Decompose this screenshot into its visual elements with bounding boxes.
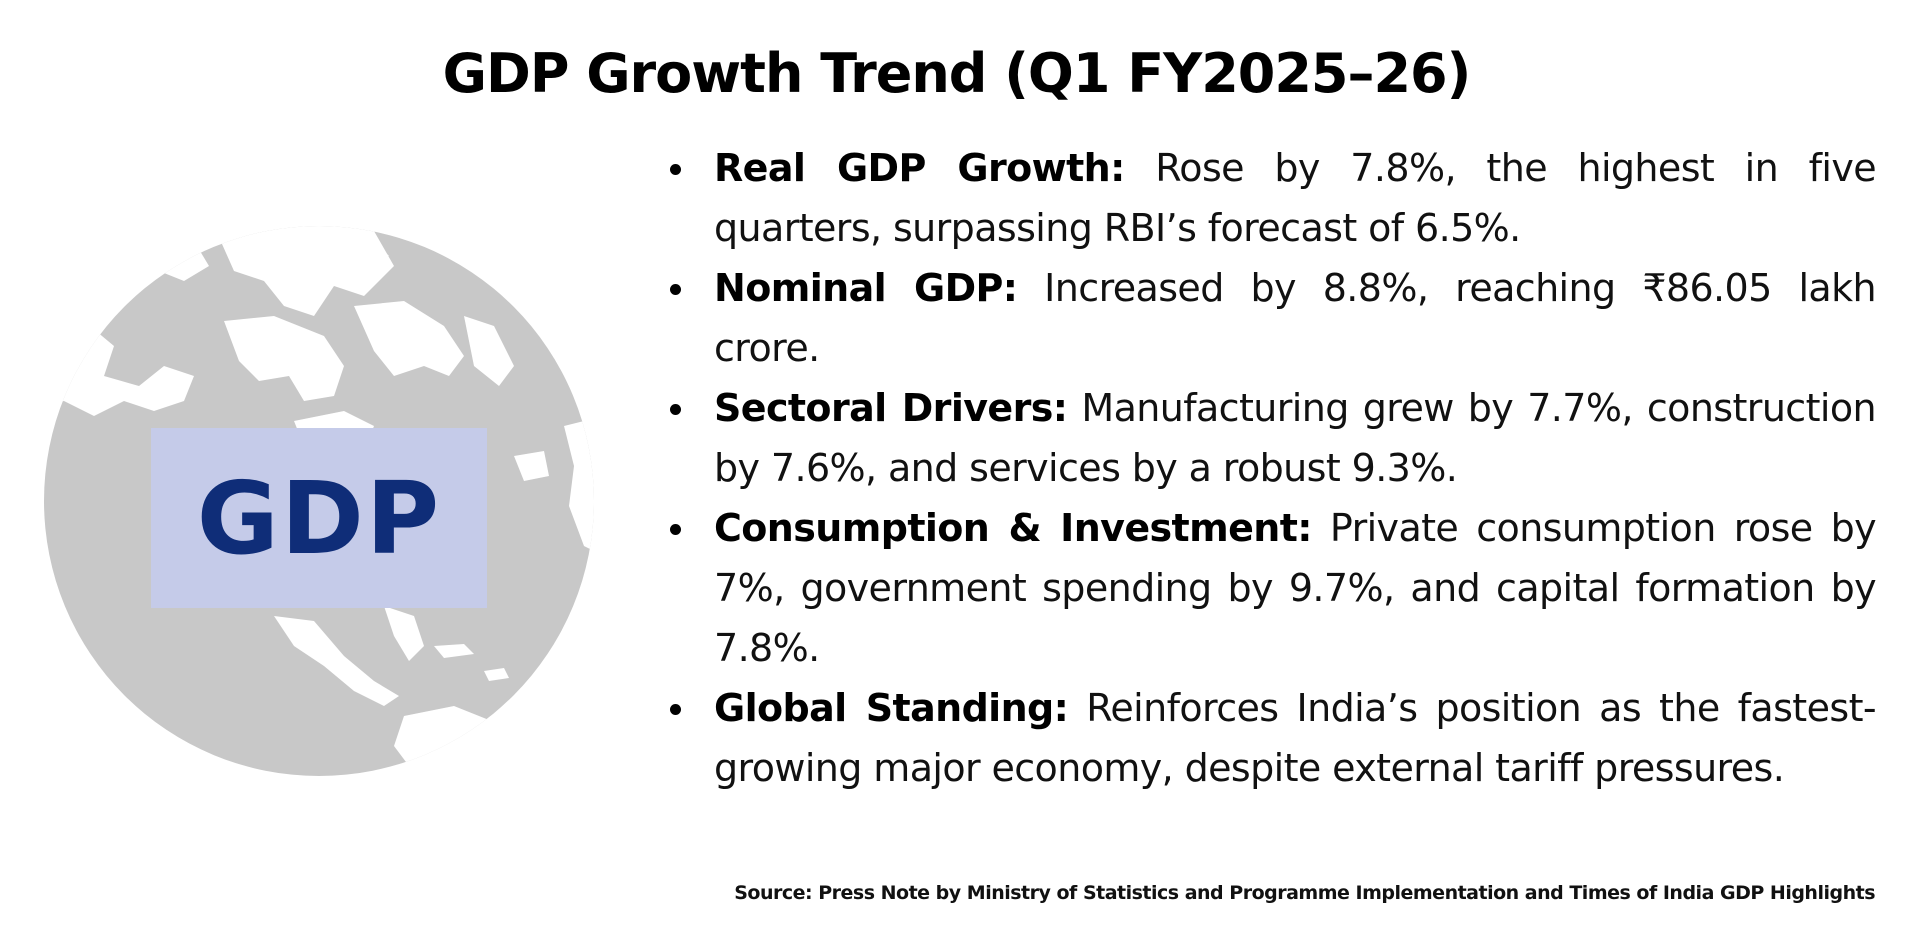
bullet-text: Private consumption rose by 7%, governme… bbox=[714, 506, 1877, 670]
page-title: GDP Growth Trend (Q1 FY2025–26) bbox=[442, 42, 1472, 105]
gdp-badge: GDP bbox=[151, 428, 487, 608]
bullet-dot-icon bbox=[670, 704, 681, 715]
bullet-dot-icon bbox=[670, 164, 681, 175]
bullet-heading: Real GDP Growth: bbox=[714, 146, 1125, 190]
bullet-heading: Sectoral Drivers: bbox=[714, 386, 1068, 430]
bullet-heading: Nominal GDP: bbox=[714, 266, 1018, 310]
bullet-heading: Global Standing: bbox=[714, 686, 1069, 730]
bullet-sectoral-drivers: Sectoral Drivers: Manufacturing grew by … bbox=[666, 378, 1877, 498]
bullet-consumption-investment: Consumption & Investment: Private consum… bbox=[666, 498, 1877, 678]
bullet-nominal-gdp: Nominal GDP: Increased by 8.8%, reaching… bbox=[666, 258, 1877, 378]
bullet-text: Rose by 7.8%, the highest in five quarte… bbox=[714, 146, 1877, 250]
bullet-global-standing: Global Standing: Reinforces India’s posi… bbox=[666, 678, 1877, 798]
bullet-list: Real GDP Growth: Rose by 7.8%, the highe… bbox=[666, 138, 1877, 798]
bullet-dot-icon bbox=[670, 404, 681, 415]
gdp-badge-label: GDP bbox=[196, 459, 442, 577]
bullet-text: Manufacturing grew by 7.7%, construction… bbox=[714, 386, 1877, 490]
bullet-text: Reinforces India’s position as the faste… bbox=[714, 686, 1877, 790]
bullet-dot-icon bbox=[670, 284, 681, 295]
bullet-dot-icon bbox=[670, 524, 681, 535]
bullet-real-gdp-growth: Real GDP Growth: Rose by 7.8%, the highe… bbox=[666, 138, 1877, 258]
bullet-text: Increased by 8.8%, reaching ₹86.05 lakh … bbox=[714, 266, 1877, 370]
source-note: Source: Press Note by Ministry of Statis… bbox=[734, 882, 1875, 904]
bullet-heading: Consumption & Investment: bbox=[714, 506, 1312, 550]
